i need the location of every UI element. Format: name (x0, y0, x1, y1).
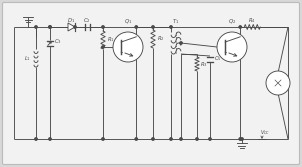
FancyBboxPatch shape (2, 3, 300, 164)
Circle shape (102, 138, 104, 140)
Circle shape (180, 42, 182, 44)
Circle shape (49, 26, 51, 28)
Text: $Q_2$: $Q_2$ (228, 18, 236, 26)
Circle shape (266, 71, 290, 95)
Text: $C_5$: $C_5$ (214, 55, 222, 63)
Text: $L_1$: $L_1$ (24, 55, 31, 63)
Circle shape (217, 32, 247, 62)
Circle shape (170, 26, 172, 28)
Circle shape (170, 138, 172, 140)
Polygon shape (68, 23, 75, 31)
Circle shape (135, 26, 137, 28)
Circle shape (196, 138, 198, 140)
Text: $C_2$: $C_2$ (83, 17, 91, 25)
Circle shape (35, 138, 37, 140)
Circle shape (180, 138, 182, 140)
Circle shape (209, 138, 211, 140)
Text: $C_3$: $C_3$ (54, 38, 62, 46)
Text: $Q_1$: $Q_1$ (124, 18, 132, 26)
Text: $R_1$: $R_1$ (107, 36, 115, 44)
Circle shape (152, 26, 154, 28)
Circle shape (135, 138, 137, 140)
Circle shape (241, 138, 243, 140)
Circle shape (74, 26, 76, 28)
Circle shape (113, 32, 143, 62)
Text: $R_2$: $R_2$ (157, 35, 165, 43)
Circle shape (102, 46, 104, 48)
Circle shape (102, 26, 104, 28)
Text: $R_3$: $R_3$ (200, 61, 208, 69)
Text: $T_1$: $T_1$ (172, 18, 180, 26)
Circle shape (35, 26, 37, 28)
Text: $V_{CC}$: $V_{CC}$ (260, 129, 270, 137)
Circle shape (239, 26, 242, 28)
Text: $D_1$: $D_1$ (67, 17, 76, 25)
Text: $R_4$: $R_4$ (248, 17, 256, 25)
Circle shape (49, 26, 51, 28)
Circle shape (239, 138, 242, 140)
Circle shape (152, 138, 154, 140)
Circle shape (49, 138, 51, 140)
